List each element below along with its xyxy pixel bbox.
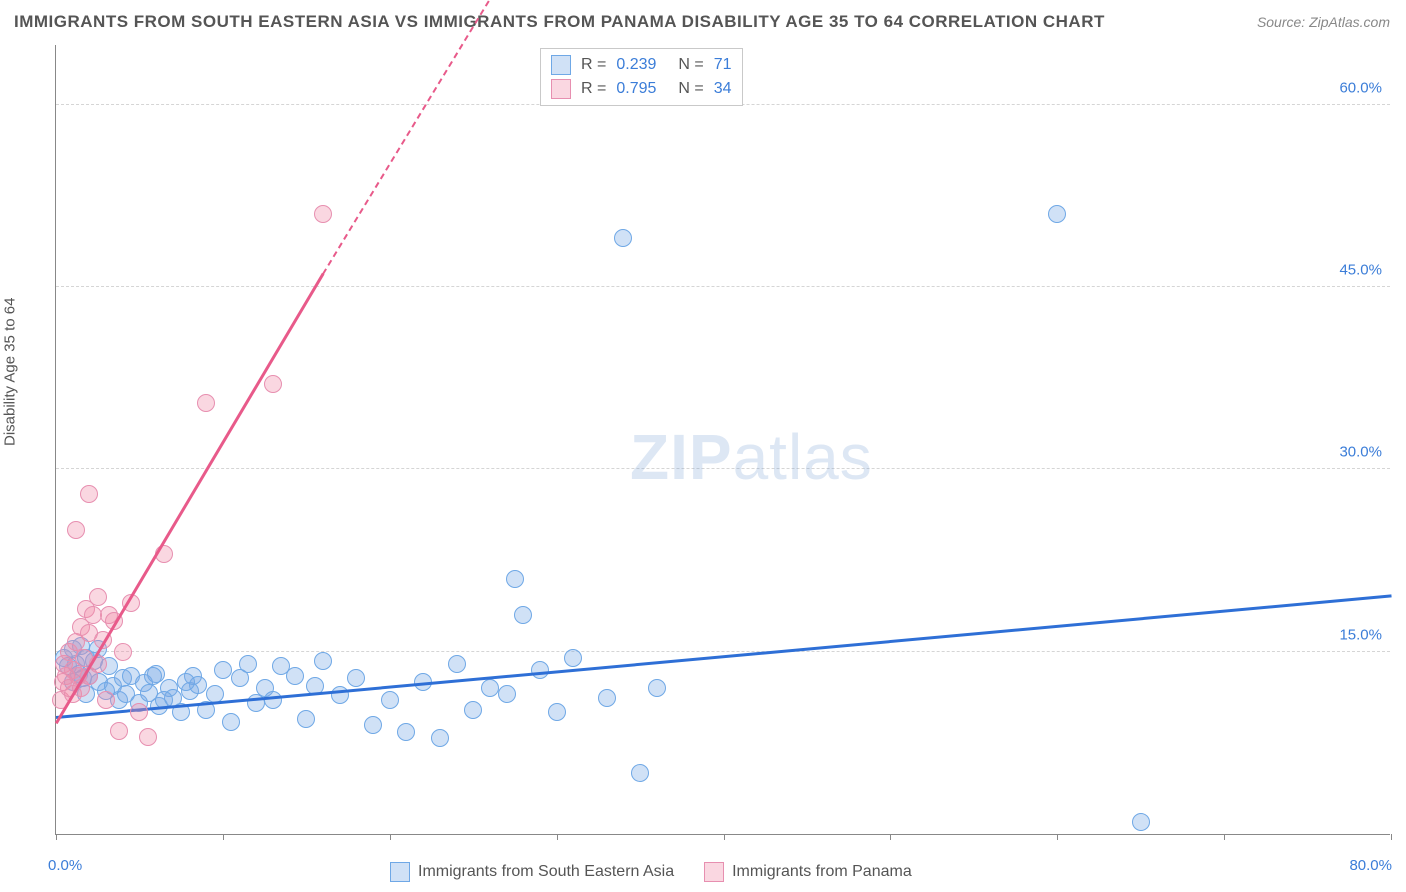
- data-point: [347, 669, 365, 687]
- data-point: [67, 521, 85, 539]
- data-point: [548, 703, 566, 721]
- legend-r-label: R =: [581, 80, 606, 98]
- trend-line: [56, 595, 1391, 719]
- data-point: [448, 655, 466, 673]
- data-point: [498, 685, 516, 703]
- data-point: [1048, 205, 1066, 223]
- data-point: [381, 691, 399, 709]
- y-tick-label: 45.0%: [1339, 262, 1382, 279]
- x-tick: [1057, 834, 1058, 840]
- data-point: [297, 710, 315, 728]
- x-tick: [223, 834, 224, 840]
- y-tick-label: 15.0%: [1339, 626, 1382, 643]
- data-point: [177, 673, 195, 691]
- gridline: [56, 286, 1390, 287]
- data-point: [84, 606, 102, 624]
- legend-swatch: [551, 79, 571, 99]
- data-point: [397, 723, 415, 741]
- legend-n-value: 71: [714, 56, 732, 74]
- data-point: [197, 394, 215, 412]
- data-point: [314, 652, 332, 670]
- data-point: [144, 667, 162, 685]
- trend-line: [322, 0, 516, 274]
- data-point: [139, 728, 157, 746]
- data-point: [506, 570, 524, 588]
- legend-row: R = 0.239 N = 71: [551, 53, 732, 77]
- y-tick-label: 60.0%: [1339, 79, 1382, 96]
- legend-series-item: Immigrants from Panama: [704, 862, 912, 882]
- data-point: [264, 691, 282, 709]
- data-point: [648, 679, 666, 697]
- data-point: [239, 655, 257, 673]
- x-tick: [1391, 834, 1392, 840]
- data-point: [97, 691, 115, 709]
- legend-series-label: Immigrants from South Eastern Asia: [418, 863, 674, 881]
- legend-n-label: N =: [678, 56, 703, 74]
- x-tick: [390, 834, 391, 840]
- legend-r-value: 0.795: [616, 80, 656, 98]
- data-point: [531, 661, 549, 679]
- x-tick: [56, 834, 57, 840]
- legend-r-value: 0.239: [616, 56, 656, 74]
- gridline: [56, 651, 1390, 652]
- legend-swatch: [704, 862, 724, 882]
- x-axis-min-label: 0.0%: [48, 857, 82, 874]
- series-legend: Immigrants from South Eastern Asia Immigr…: [390, 862, 912, 882]
- legend-n-value: 34: [714, 80, 732, 98]
- x-tick: [557, 834, 558, 840]
- data-point: [114, 643, 132, 661]
- legend-swatch: [390, 862, 410, 882]
- data-point: [631, 764, 649, 782]
- x-tick: [1224, 834, 1225, 840]
- data-point: [431, 729, 449, 747]
- legend-row: R = 0.795 N = 34: [551, 77, 732, 101]
- data-point: [514, 606, 532, 624]
- y-tick-label: 30.0%: [1339, 444, 1382, 461]
- data-point: [130, 703, 148, 721]
- chart-plot-area: 15.0% 30.0% 45.0% 60.0%: [55, 45, 1390, 835]
- data-point: [89, 588, 107, 606]
- correlation-legend: R = 0.239 N = 71 R = 0.795 N = 34: [540, 48, 743, 106]
- data-point: [80, 485, 98, 503]
- data-point: [264, 375, 282, 393]
- data-point: [614, 229, 632, 247]
- legend-swatch: [551, 55, 571, 75]
- data-point: [481, 679, 499, 697]
- data-point: [314, 205, 332, 223]
- data-point: [222, 713, 240, 731]
- data-point: [214, 661, 232, 679]
- data-point: [564, 649, 582, 667]
- data-point: [598, 689, 616, 707]
- data-point: [1132, 813, 1150, 831]
- legend-r-label: R =: [581, 56, 606, 74]
- x-tick: [890, 834, 891, 840]
- x-tick: [724, 834, 725, 840]
- data-point: [110, 722, 128, 740]
- y-axis-label: Disability Age 35 to 64: [2, 298, 19, 446]
- source-attribution: Source: ZipAtlas.com: [1257, 14, 1390, 30]
- legend-series-item: Immigrants from South Eastern Asia: [390, 862, 674, 882]
- data-point: [464, 701, 482, 719]
- x-axis-max-label: 80.0%: [1349, 857, 1392, 874]
- legend-n-label: N =: [678, 80, 703, 98]
- data-point: [286, 667, 304, 685]
- chart-title: IMMIGRANTS FROM SOUTH EASTERN ASIA VS IM…: [14, 12, 1105, 32]
- gridline: [56, 468, 1390, 469]
- data-point: [364, 716, 382, 734]
- legend-series-label: Immigrants from Panama: [732, 863, 912, 881]
